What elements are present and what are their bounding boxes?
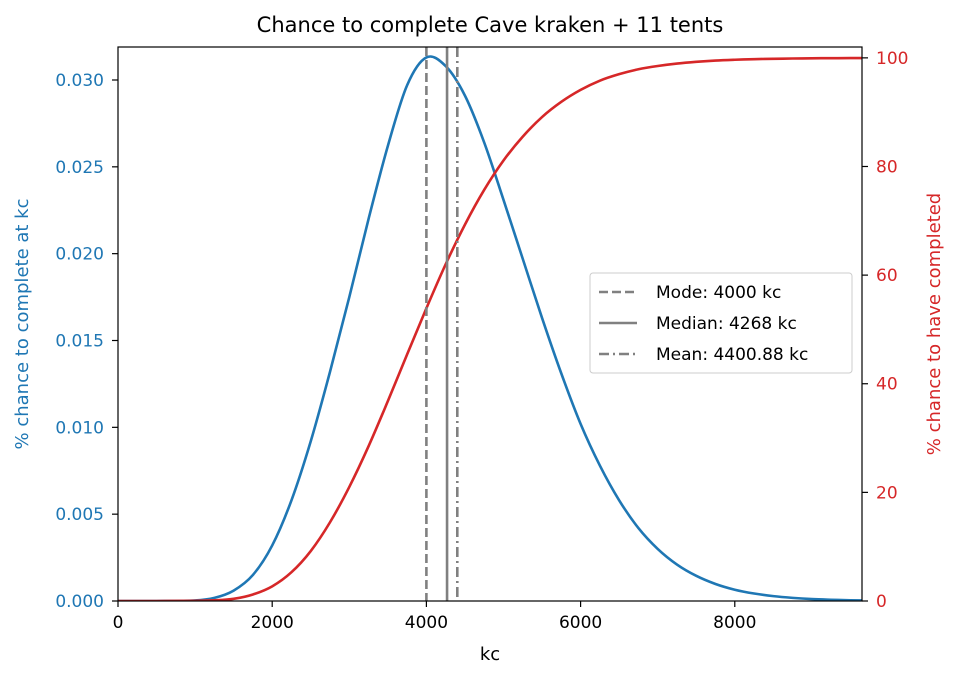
x-tick-label: 2000 bbox=[251, 613, 294, 633]
x-axis-title: kc bbox=[480, 644, 500, 665]
legend-label: Median: 4268 kc bbox=[656, 314, 797, 334]
x-tick-label: 8000 bbox=[713, 613, 756, 633]
y-right-tick-label: 100 bbox=[876, 49, 908, 69]
cdf-series-line bbox=[118, 56, 862, 601]
y-right-tick-label: 40 bbox=[876, 375, 898, 395]
x-tick-label: 0 bbox=[113, 613, 124, 633]
y-left-tick-label: 0.030 bbox=[55, 71, 104, 91]
y-right-tick-label: 60 bbox=[876, 266, 898, 286]
y-right-tick-label: 80 bbox=[876, 157, 898, 177]
y-left-tick-label: 0.000 bbox=[55, 592, 104, 612]
y-left-tick-label: 0.015 bbox=[55, 331, 104, 351]
y-right-tick-label: 0 bbox=[876, 592, 887, 612]
legend-box bbox=[589, 272, 853, 374]
axes: 0 2000 4000 6000 8000 0.000 0.005 0.010 0.015 0.0… bbox=[55, 46, 908, 633]
y-right-axis-title: % chance to have completed bbox=[924, 193, 945, 455]
legend-label: Mode: 4000 kc bbox=[656, 283, 781, 303]
y-left-tick-label: 0.010 bbox=[55, 418, 104, 438]
plot-frame bbox=[117, 46, 863, 602]
y-left-tick-label: 0.005 bbox=[55, 505, 104, 525]
y-right-tick-label: 20 bbox=[876, 483, 898, 503]
legend-label: Mean: 4400.88 kc bbox=[656, 345, 808, 365]
legend: Mode: 4000 kc Median: 4268 kc Mean: 4400.8… bbox=[589, 272, 853, 374]
pdf-series-line bbox=[118, 55, 862, 601]
y-left-tick-label: 0.025 bbox=[55, 158, 104, 178]
y-left-axis-title: % chance to complete at kc bbox=[12, 199, 33, 450]
plot-area bbox=[118, 47, 862, 601]
x-tick-label: 6000 bbox=[559, 613, 602, 633]
chart-title: Chance to complete Cave kraken + 11 tent… bbox=[257, 13, 724, 37]
x-tick-label: 4000 bbox=[405, 613, 448, 633]
y-left-tick-label: 0.020 bbox=[55, 245, 104, 265]
